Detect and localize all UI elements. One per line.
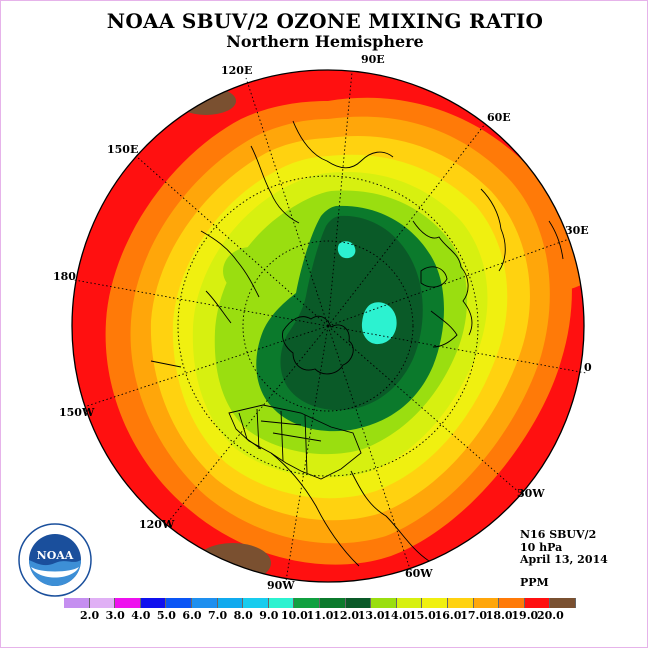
lon-label-90e: 90E bbox=[361, 53, 385, 66]
legend-swatch bbox=[166, 598, 192, 608]
legend-tick: 7.0 bbox=[208, 609, 228, 622]
band-20-bottom bbox=[195, 543, 271, 582]
legend-tick: 3.0 bbox=[105, 609, 125, 622]
legend-tick: 20.0 bbox=[536, 609, 564, 622]
legend-tick: 6.0 bbox=[182, 609, 202, 622]
legend-swatch bbox=[294, 598, 320, 608]
page-subtitle: Northern Hemisphere bbox=[226, 32, 424, 51]
legend-swatch bbox=[473, 598, 500, 608]
coastlines bbox=[150, 120, 564, 567]
graticule bbox=[68, 71, 587, 582]
legend-tick: 19.0 bbox=[511, 609, 539, 622]
lon-label-120e: 120E bbox=[221, 64, 252, 77]
date-label: April 13, 2014 bbox=[520, 553, 608, 566]
lon-label-60e: 60E bbox=[487, 111, 511, 124]
legend-swatch bbox=[422, 598, 448, 608]
band-10-b bbox=[361, 302, 397, 345]
page-title: NOAA SBUV/2 OZONE MIXING RATIO bbox=[106, 9, 544, 33]
lon-label-30w: 30W bbox=[517, 487, 545, 500]
lon-label-90w: 90W bbox=[267, 579, 295, 592]
legend-tick: 9.0 bbox=[259, 609, 279, 622]
legend-tick: 5.0 bbox=[156, 609, 176, 622]
legend-tick: 11.0 bbox=[306, 609, 334, 622]
legend-tick: 4.0 bbox=[131, 609, 151, 622]
lon-label-150e: 150E bbox=[107, 143, 138, 156]
longitude-labels: 90E 60E 30E 0 30W 60W 90W 120W 150W 180 … bbox=[53, 53, 592, 592]
legend-tick: 2.0 bbox=[80, 609, 100, 622]
legend-swatch bbox=[64, 598, 90, 608]
units-label: PPM bbox=[520, 576, 549, 589]
lon-label-180: 180 bbox=[53, 270, 76, 283]
level-label: 10 hPa bbox=[520, 541, 563, 554]
legend-tick: 16.0 bbox=[434, 609, 462, 622]
lon-label-120w: 120W bbox=[139, 518, 175, 531]
lon-label-150w: 150W bbox=[59, 406, 95, 419]
legend-swatch bbox=[243, 598, 269, 608]
legend-swatch bbox=[448, 598, 474, 608]
legend-tick: 15.0 bbox=[408, 609, 436, 622]
lon-label-60w: 60W bbox=[405, 567, 433, 580]
logo-text: NOAA bbox=[37, 549, 74, 562]
noaa-logo: NOAA bbox=[18, 523, 92, 597]
legend-tick: 13.0 bbox=[357, 609, 385, 622]
legend-tick: 14.0 bbox=[383, 609, 411, 622]
band-10-a bbox=[337, 241, 356, 259]
legend-swatch bbox=[371, 598, 397, 608]
band-13-lobe bbox=[223, 247, 279, 295]
legend-tick: 12.0 bbox=[332, 609, 359, 622]
lon-label-30e: 30E bbox=[565, 224, 589, 237]
satellite-label: N16 SBUV/2 bbox=[520, 528, 597, 541]
legend-swatch bbox=[396, 598, 423, 608]
legend-tick: 8.0 bbox=[233, 609, 253, 622]
legend-swatch bbox=[320, 598, 346, 608]
lon-label-0: 0 bbox=[584, 361, 592, 374]
legend-swatch bbox=[140, 598, 167, 608]
legend-tick: 18.0 bbox=[485, 609, 513, 622]
legend-tick: 17.0 bbox=[460, 609, 487, 622]
legend-swatch bbox=[115, 598, 141, 608]
legend-swatch bbox=[524, 598, 551, 608]
legend-swatch bbox=[268, 598, 295, 608]
legend-swatch bbox=[217, 598, 244, 608]
legend-tick: 10.0 bbox=[280, 609, 308, 622]
legend-swatch bbox=[499, 598, 525, 608]
map-boundary bbox=[71, 69, 585, 583]
legend-swatch bbox=[192, 598, 218, 608]
legend-swatch bbox=[550, 598, 576, 608]
legend-swatch bbox=[89, 598, 116, 608]
legend-swatch bbox=[345, 598, 372, 608]
